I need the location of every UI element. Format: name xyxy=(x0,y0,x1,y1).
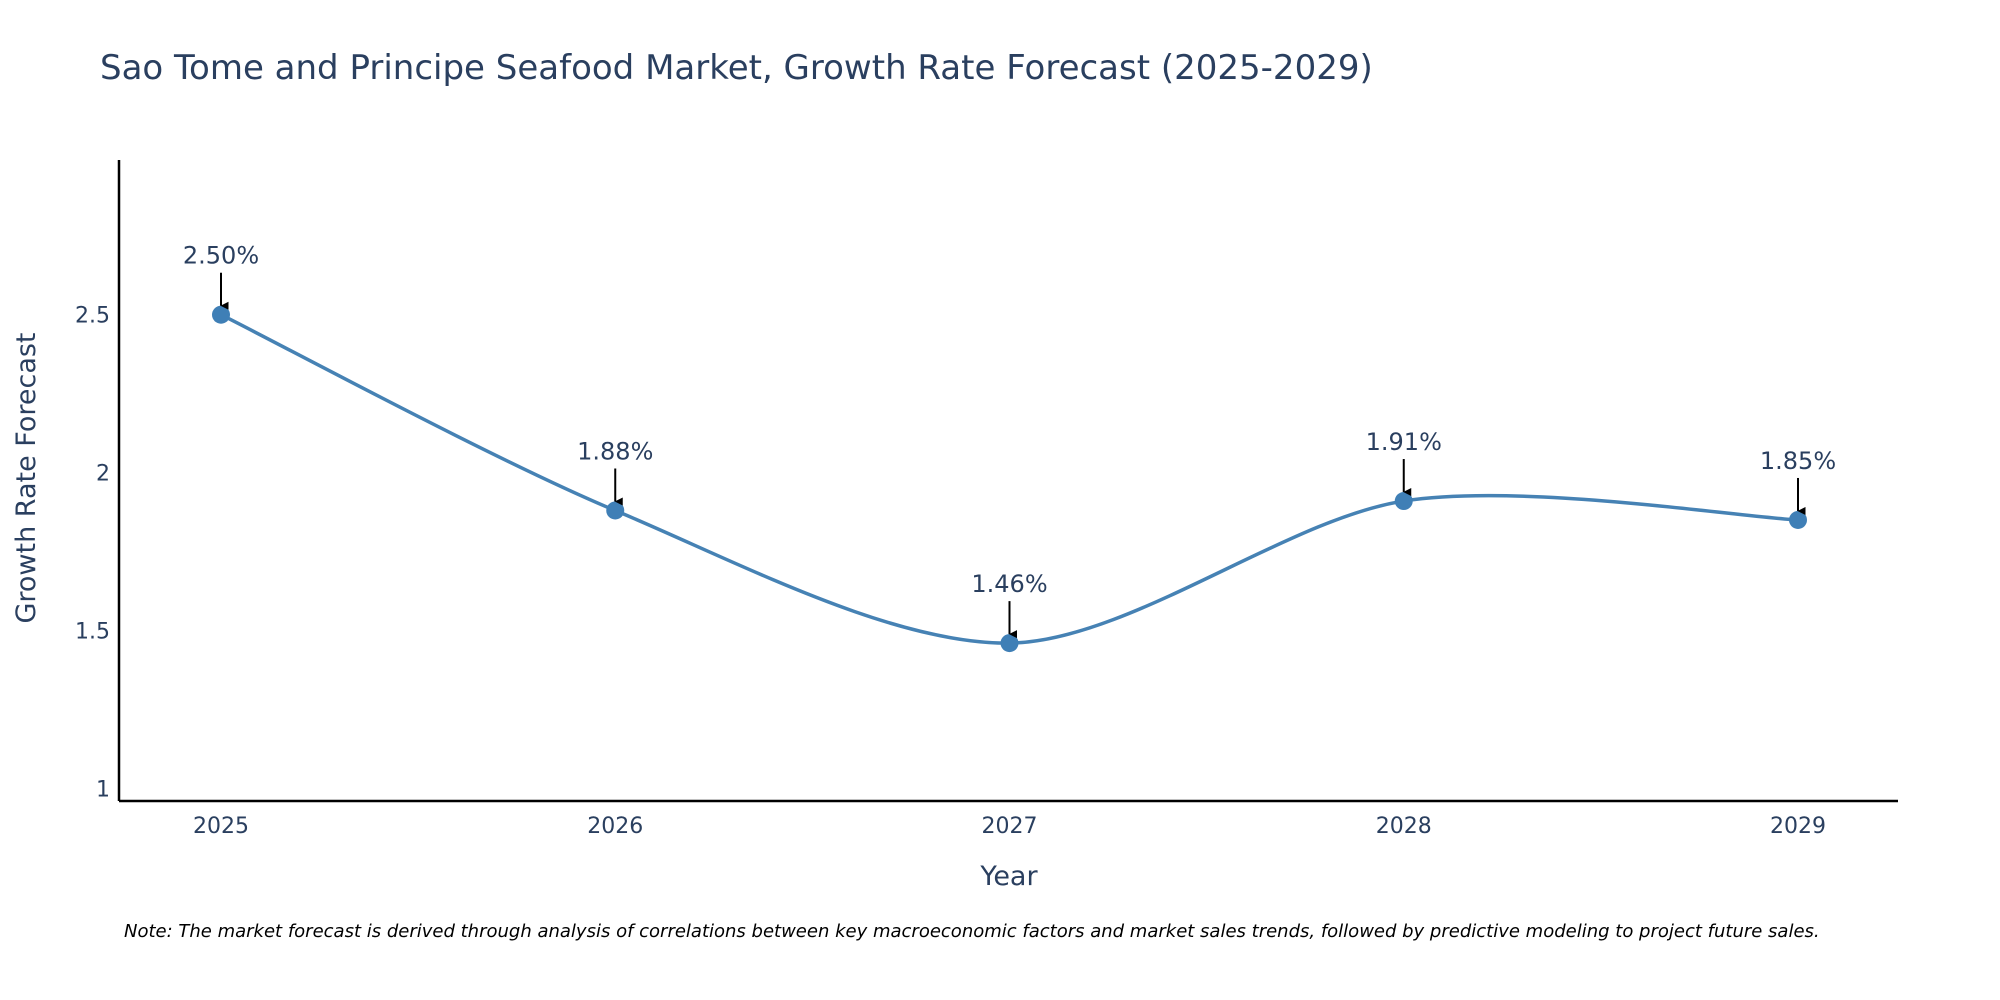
x-tick-label: 2029 xyxy=(1770,814,1826,839)
x-axis-title: Year xyxy=(979,861,1038,892)
chart-title: Sao Tome and Principe Seafood Market, Gr… xyxy=(100,48,1373,88)
data-label-2025: 2.50% xyxy=(183,242,259,270)
y-axis-title: Growth Rate Forecast xyxy=(11,332,42,623)
data-point-2027[interactable] xyxy=(1000,634,1019,653)
x-tick-label: 2028 xyxy=(1376,814,1432,839)
y-tick-label: 2.5 xyxy=(75,304,110,329)
x-tick-label: 2026 xyxy=(587,814,643,839)
x-tick-label: 2027 xyxy=(982,814,1038,839)
data-point-2026[interactable] xyxy=(606,501,625,520)
y-tick-label: 1.5 xyxy=(75,619,110,644)
x-tick-label: 2025 xyxy=(193,814,249,839)
y-tick-label: 2 xyxy=(96,462,110,487)
y-tick-label: 1 xyxy=(96,777,110,802)
data-label-2026: 1.88% xyxy=(577,437,653,465)
axes: 1 1.5 2 2.5 2025 2026 2027 2028 2029 xyxy=(75,160,1898,839)
data-label-2029: 1.85% xyxy=(1760,447,1836,475)
data-label-2028: 1.91% xyxy=(1366,428,1442,456)
data-point-2028[interactable] xyxy=(1394,492,1413,511)
plot-area: 2.50% 1.88% 1.46% 1.91% 1.85% xyxy=(183,242,1836,653)
data-point-2025[interactable] xyxy=(212,305,230,324)
data-label-2027: 1.46% xyxy=(971,570,1047,598)
data-point-2029[interactable] xyxy=(1789,510,1807,529)
footnote: Note: The market forecast is derived thr… xyxy=(124,921,1820,942)
